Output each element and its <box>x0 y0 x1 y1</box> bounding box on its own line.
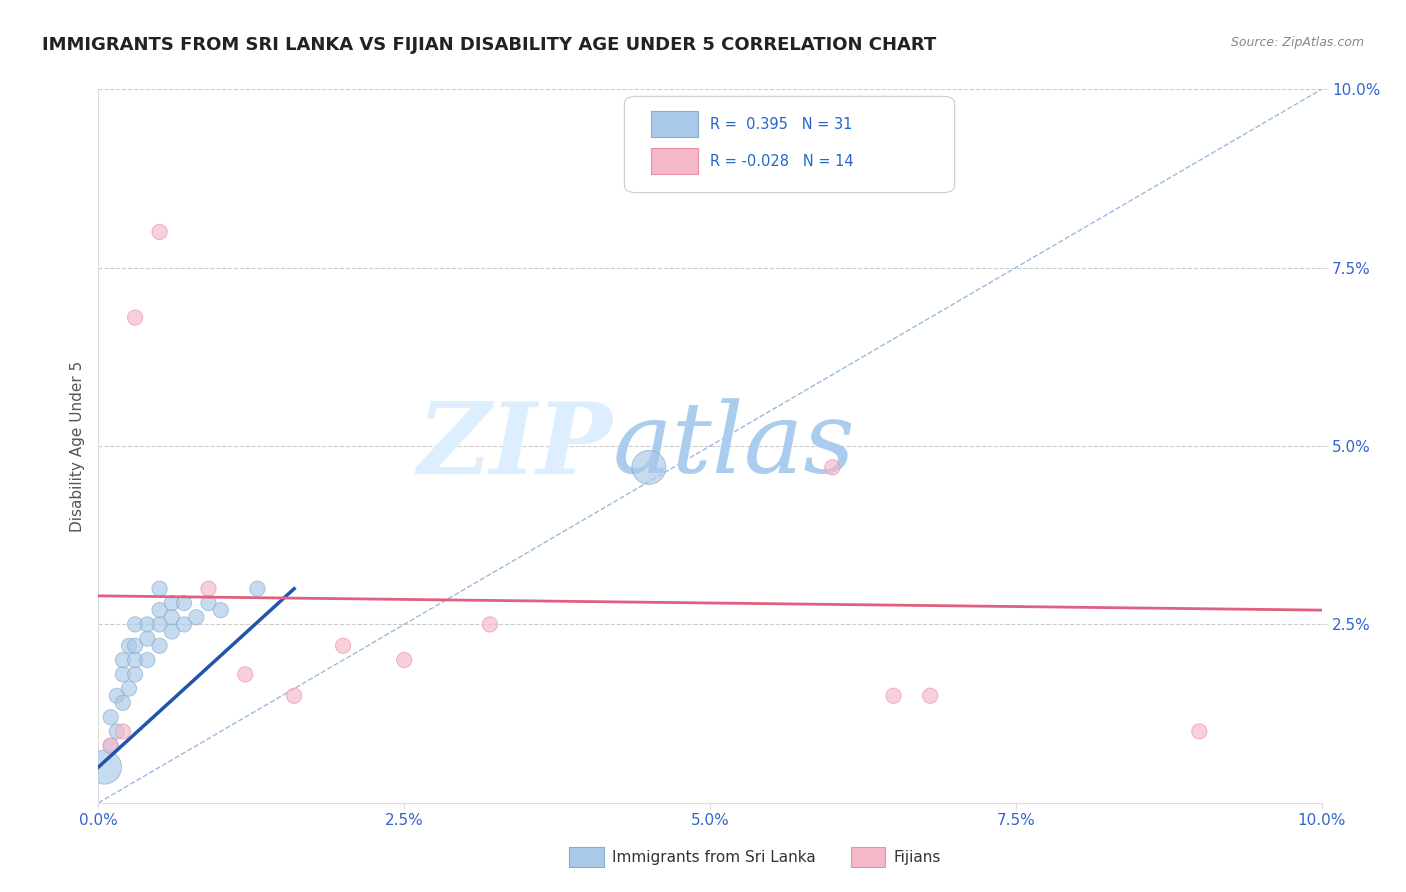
Point <box>124 653 146 667</box>
Point <box>920 689 942 703</box>
Point <box>136 617 159 632</box>
Text: Fijians: Fijians <box>894 849 941 864</box>
Point <box>1188 724 1211 739</box>
Point <box>124 310 146 325</box>
Text: Source: ZipAtlas.com: Source: ZipAtlas.com <box>1230 36 1364 49</box>
Point <box>100 739 122 753</box>
Point <box>136 632 159 646</box>
Point <box>111 667 134 681</box>
Point <box>209 603 232 617</box>
Point <box>173 596 195 610</box>
Point <box>332 639 354 653</box>
Point <box>124 667 146 681</box>
Point <box>149 617 172 632</box>
Point <box>883 689 905 703</box>
FancyBboxPatch shape <box>624 96 955 193</box>
Bar <box>651 112 697 137</box>
Point <box>149 225 172 239</box>
Point <box>821 460 844 475</box>
Point <box>149 582 172 596</box>
Point <box>105 724 128 739</box>
Point <box>149 639 172 653</box>
Point <box>246 582 269 596</box>
Point <box>197 582 219 596</box>
Point <box>160 610 183 624</box>
Point <box>160 624 183 639</box>
Point <box>118 639 141 653</box>
Point <box>160 596 183 610</box>
Text: IMMIGRANTS FROM SRI LANKA VS FIJIAN DISABILITY AGE UNDER 5 CORRELATION CHART: IMMIGRANTS FROM SRI LANKA VS FIJIAN DISA… <box>42 36 936 54</box>
Point <box>233 667 256 681</box>
Point <box>105 689 128 703</box>
Point <box>111 724 134 739</box>
Text: atlas: atlas <box>612 399 855 493</box>
Point <box>637 460 661 475</box>
Point <box>283 689 305 703</box>
Text: Immigrants from Sri Lanka: Immigrants from Sri Lanka <box>612 849 815 864</box>
Point <box>197 596 219 610</box>
Point <box>111 696 134 710</box>
Bar <box>851 847 884 867</box>
Y-axis label: Disability Age Under 5: Disability Age Under 5 <box>69 360 84 532</box>
Point <box>149 603 172 617</box>
Point <box>124 639 146 653</box>
Text: ZIP: ZIP <box>418 398 612 494</box>
Point <box>136 653 159 667</box>
Point <box>100 739 122 753</box>
Bar <box>569 847 603 867</box>
Point <box>100 710 122 724</box>
Point <box>93 760 115 774</box>
Point <box>478 617 501 632</box>
Text: R = -0.028   N = 14: R = -0.028 N = 14 <box>710 153 853 169</box>
Text: R =  0.395   N = 31: R = 0.395 N = 31 <box>710 117 852 132</box>
Point <box>118 681 141 696</box>
Point <box>392 653 416 667</box>
Point <box>173 617 195 632</box>
Bar <box>651 148 697 174</box>
Point <box>124 617 146 632</box>
Point <box>111 653 134 667</box>
Point <box>186 610 208 624</box>
